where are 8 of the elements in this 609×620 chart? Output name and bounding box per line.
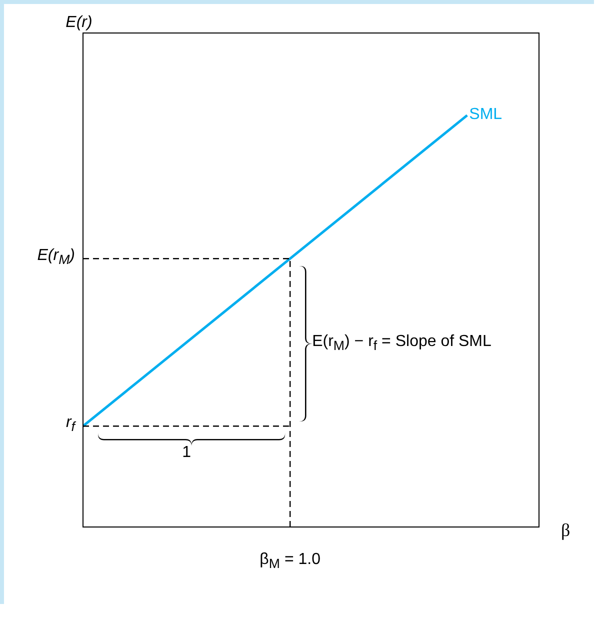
x-axis-title: β — [561, 520, 570, 540]
series-label: SML — [469, 106, 502, 124]
text: β$_{M}$ = 1.0 — [260, 551, 320, 574]
ref-line-label: E(r$_{M}$) — [37, 246, 75, 269]
text: E(r) — [66, 14, 92, 32]
annotation: E(r$_{M}$) − r$_{f}$ = Slope of SML — [312, 333, 492, 356]
ref-line-label: r$_{f}$ — [66, 414, 75, 436]
annotation: 1 — [182, 444, 191, 462]
